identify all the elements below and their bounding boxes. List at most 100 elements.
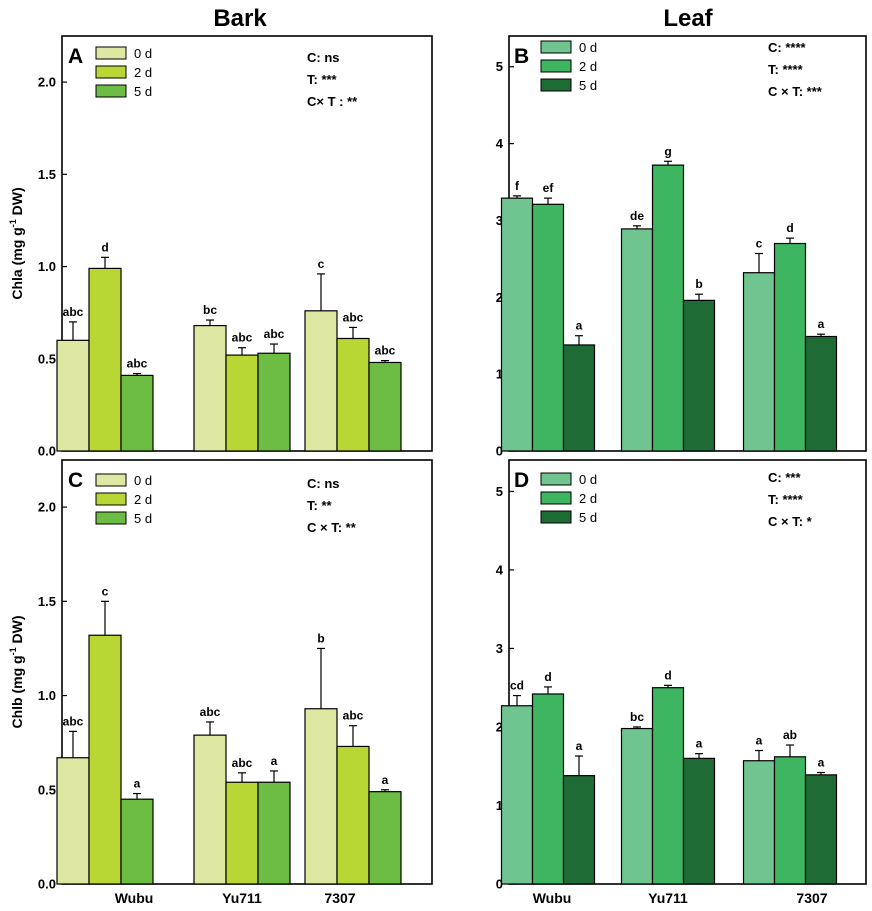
y-tick-label: 5 — [496, 59, 503, 74]
legend-swatch — [95, 473, 127, 487]
y-tick-label: 0.0 — [38, 444, 56, 459]
bar-wubu-1 — [88, 267, 122, 452]
bar-7307-1 — [773, 242, 807, 452]
y-tick-label: 4 — [496, 136, 504, 151]
bar-yu711-0 — [193, 324, 227, 452]
bar-yu711-1 — [225, 781, 259, 885]
legend-swatch — [95, 84, 127, 98]
bar-yu711-1 — [651, 164, 685, 452]
significance-label: b — [317, 631, 324, 645]
significance-label: a — [696, 737, 703, 751]
significance-label: cd — [510, 679, 524, 693]
significance-label: ef — [543, 181, 555, 195]
significance-label: b — [695, 277, 702, 291]
significance-label: c — [318, 257, 325, 271]
y-axis-label: Chlb (mg g-1 DW) — [8, 615, 25, 728]
significance-label: bc — [203, 303, 217, 317]
legend-swatch — [540, 78, 572, 92]
bar-7307-0 — [742, 272, 776, 452]
bar-yu711-2 — [257, 352, 291, 452]
significance-label: abc — [343, 310, 364, 324]
bar-7307-1 — [773, 756, 807, 885]
y-axis-label-superscript: -1 — [8, 219, 18, 227]
significance-label: de — [630, 209, 644, 223]
y-axis-label-superscript: -1 — [8, 647, 18, 655]
bar-wubu-0 — [56, 339, 90, 452]
bar-7307-2 — [368, 791, 402, 885]
significance-label: abc — [63, 714, 84, 728]
bar-wubu-0 — [500, 705, 534, 885]
significance-label: bc — [630, 710, 644, 724]
bar-7307-2 — [368, 361, 402, 452]
stats-line: T: ** — [307, 498, 333, 513]
y-tick-label: 0 — [496, 444, 503, 459]
significance-label: d — [101, 240, 108, 254]
significance-label: a — [271, 754, 278, 768]
bar-wubu-0 — [56, 757, 90, 885]
stats-line: T: *** — [307, 72, 338, 87]
bar-wubu-1 — [531, 203, 565, 452]
y-axis-label: Chla (mg g-1 DW) — [8, 187, 25, 299]
significance-label: abc — [343, 709, 364, 723]
panel-d: 0 1 2 3 4 5 cd d a bc d a a ab a Wubu Yu711 7307 0 d 2 d 5 d… — [496, 459, 867, 906]
bar-wubu-2 — [120, 374, 154, 452]
bar-yu711-2 — [682, 757, 716, 885]
bar-yu711-1 — [651, 687, 685, 885]
x-category-label: 7307 — [324, 890, 355, 906]
stats-line: C: **** — [768, 40, 807, 55]
significance-label: a — [382, 773, 389, 787]
bark-column-title: Bark — [213, 5, 267, 32]
panel-letter: D — [514, 469, 529, 492]
y-axis-label-main: Chla (mg g — [9, 227, 25, 299]
significance-label: a — [134, 777, 141, 791]
legend-label: 0 d — [579, 472, 597, 487]
legend-label: 2 d — [134, 492, 152, 507]
y-tick-label: 1 — [496, 798, 503, 813]
y-tick-label: 2 — [496, 290, 503, 305]
legend-label: 0 d — [579, 40, 597, 55]
legend-swatch — [95, 46, 127, 60]
y-tick-label: 0.0 — [38, 877, 56, 892]
bar-7307-1 — [336, 745, 370, 885]
significance-label: d — [786, 221, 793, 235]
bar-7307-2 — [804, 335, 838, 452]
legend-label: 5 d — [134, 84, 152, 99]
legend-label: 5 d — [579, 78, 597, 93]
x-category-label: Yu711 — [648, 890, 688, 906]
significance-label: a — [576, 319, 583, 333]
significance-label: abc — [232, 331, 253, 345]
significance-label: abc — [264, 327, 285, 341]
legend-label: 2 d — [134, 65, 152, 80]
y-tick-label: 3 — [496, 641, 503, 656]
y-axis-label-tail: DW) — [9, 615, 25, 647]
x-category-label: Wubu — [533, 890, 572, 906]
legend-label: 0 d — [134, 46, 152, 61]
legend-label: 5 d — [134, 511, 152, 526]
significance-label: a — [818, 317, 825, 331]
y-tick-label: 2 — [496, 719, 503, 734]
stats-line: T: **** — [768, 492, 804, 507]
y-tick-label: 1.0 — [38, 259, 56, 274]
bar-yu711-2 — [257, 781, 291, 885]
y-tick-label: 4 — [496, 562, 504, 577]
significance-label: a — [576, 739, 583, 753]
y-tick-label: 5 — [496, 484, 503, 499]
stats-line: C × T: *** — [768, 84, 823, 99]
legend-label: 2 d — [579, 59, 597, 74]
significance-label: c — [102, 584, 109, 598]
y-axis-label-tail: DW) — [9, 187, 25, 219]
panel-letter: C — [68, 469, 83, 492]
legend-swatch — [95, 492, 127, 506]
legend-swatch — [540, 59, 572, 73]
significance-label: abc — [127, 357, 148, 371]
x-category-label: Yu711 — [222, 890, 262, 906]
x-category-label: 7307 — [796, 890, 827, 906]
significance-label: a — [756, 734, 763, 748]
legend-label: 5 d — [579, 510, 597, 525]
significance-label: f — [515, 179, 520, 193]
legend-swatch — [540, 491, 572, 505]
significance-label: abc — [63, 305, 84, 319]
significance-label: abc — [375, 344, 396, 358]
bar-wubu-2 — [562, 344, 596, 452]
